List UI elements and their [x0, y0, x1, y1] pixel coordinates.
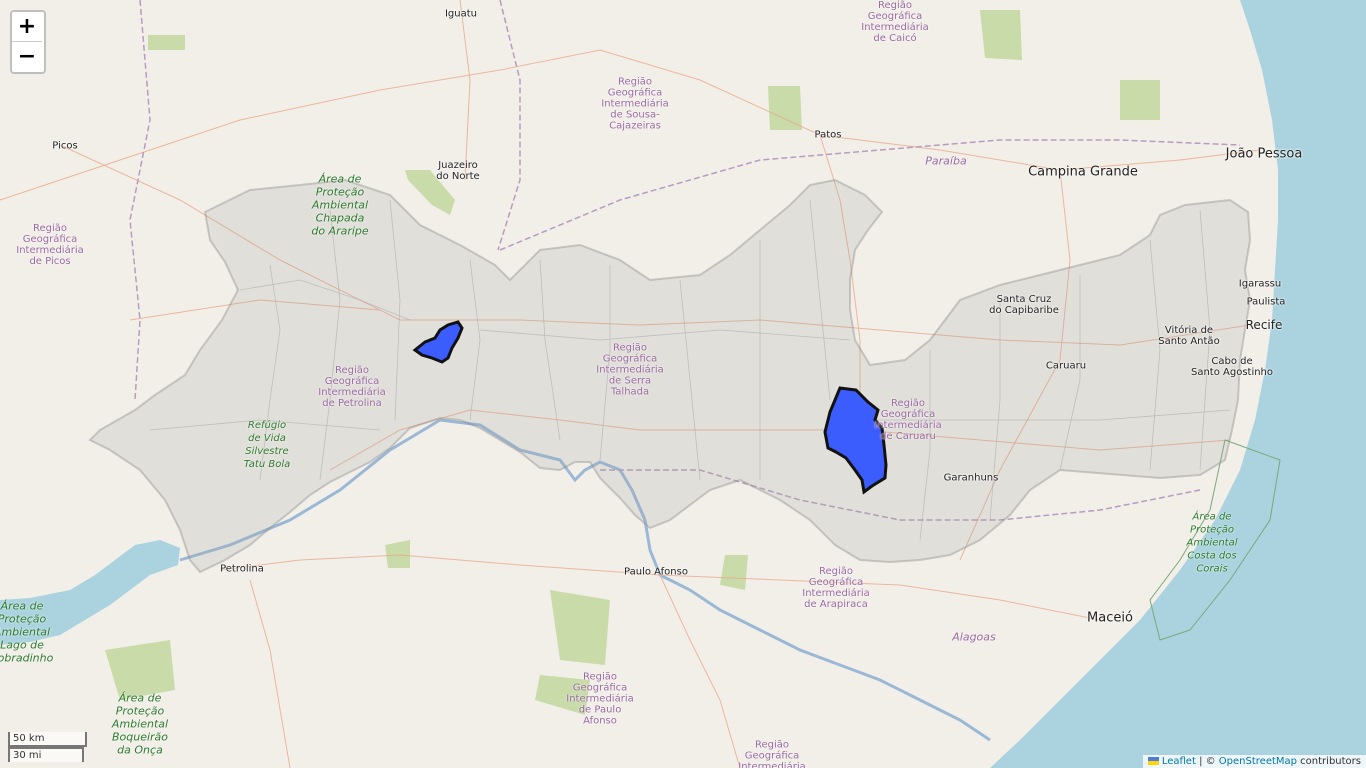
state-borders	[129, 0, 1241, 521]
openstreetmap-link[interactable]: OpenStreetMap	[1218, 756, 1297, 767]
leaflet-link[interactable]: Leaflet	[1161, 756, 1196, 767]
ukraine-flag-icon	[1147, 757, 1159, 765]
zoom-control: + −	[10, 10, 46, 74]
attribution-separator: | ©	[1195, 756, 1219, 767]
pernambuco-overlay[interactable]	[88, 178, 1252, 574]
attribution-suffix: contributors	[1297, 756, 1361, 767]
scale-imperial: 30 mi	[8, 747, 84, 762]
zoom-in-button[interactable]: +	[12, 12, 42, 42]
atlantic-ocean	[990, 0, 1366, 768]
costa-dos-corais-boundary	[1149, 439, 1281, 641]
attribution: Leaflet | © OpenStreetMap contributors	[1142, 755, 1366, 768]
roads	[0, 0, 1261, 768]
scale-bar: 50 km 30 mi	[8, 732, 87, 762]
zoom-out-button[interactable]: −	[12, 42, 42, 72]
municipal-borders	[149, 199, 1231, 541]
sobradinho-lake	[0, 540, 180, 645]
scale-metric: 50 km	[8, 732, 87, 747]
green-areas	[105, 10, 1160, 715]
selected-municipality-east[interactable]	[823, 386, 888, 495]
selected-municipality-west[interactable]	[412, 320, 464, 364]
sao-francisco-river	[179, 418, 991, 742]
